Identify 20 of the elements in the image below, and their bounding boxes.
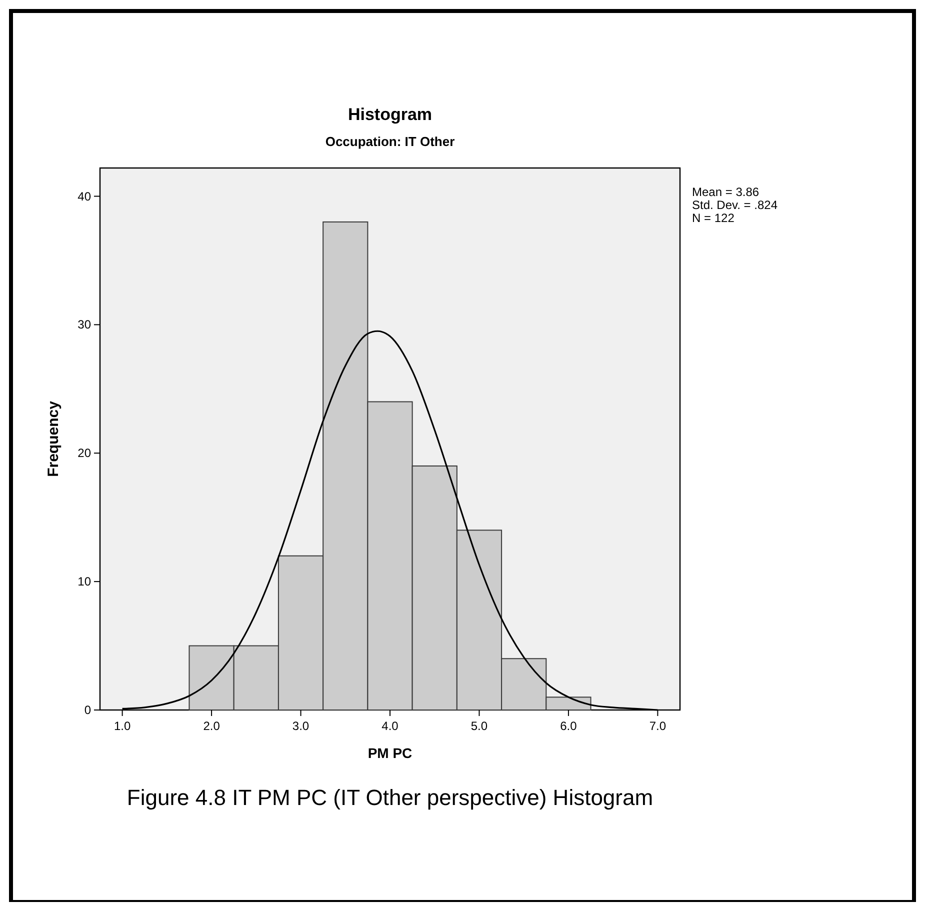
y-tick-label: 10 [78, 574, 92, 589]
x-tick-label: 7.0 [649, 719, 666, 733]
text: Mean = 3.86 [692, 185, 760, 199]
y-tick-label: 0 [84, 703, 92, 717]
x-tick-label: 1.0 [114, 719, 131, 733]
chart-title: Histogram [348, 105, 432, 124]
text: Std. Dev. = .824 [692, 198, 778, 212]
y-tick-label: 40 [78, 189, 92, 204]
y-tick-label: 30 [78, 318, 92, 332]
x-axis-title: PM PC [368, 745, 412, 761]
x-tick-label: 6.0 [560, 719, 578, 733]
x-tick-label: 2.0 [203, 719, 220, 733]
chart-subtitle: Occupation: IT Other [325, 134, 455, 149]
x-tick-label: 5.0 [470, 719, 488, 733]
x-tick-label: 3.0 [292, 719, 310, 733]
text: N = 122 [692, 211, 735, 225]
caption: Figure 4.8 IT PM PC (IT Other perspective) Histogram [126, 785, 654, 810]
x-tick-label: 4.0 [382, 719, 399, 733]
y-axis-title: Frequency [45, 400, 62, 477]
y-tick-label: 20 [78, 446, 92, 460]
